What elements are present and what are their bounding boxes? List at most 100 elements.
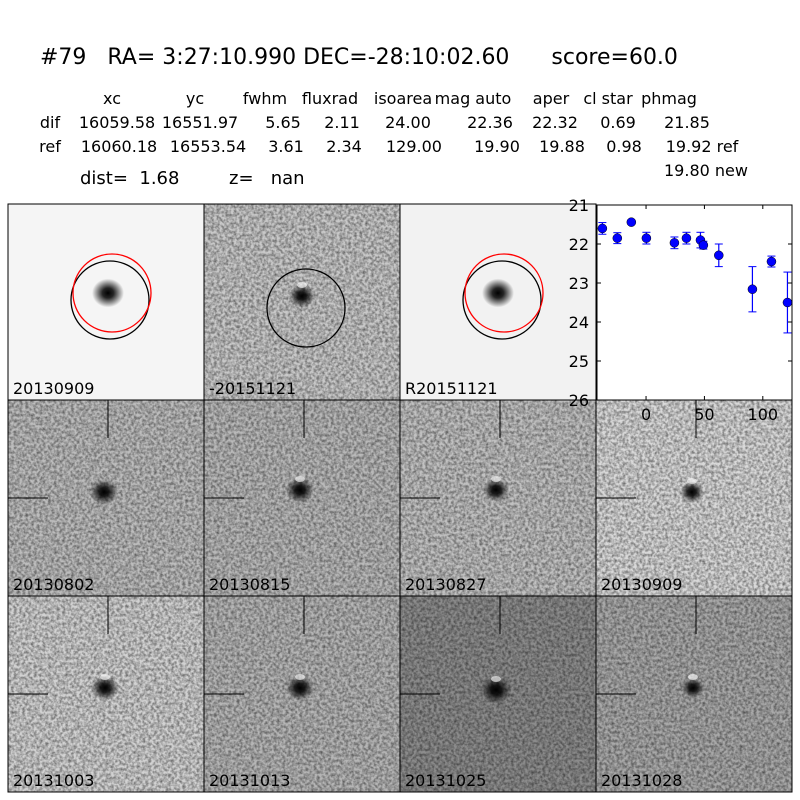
image-stamp: 20130909 [595,399,793,597]
table-cell: 0.98 [606,137,642,156]
z-value: z= nan [229,168,305,189]
candidate-title: #79 RA= 3:27:10.990 DEC=-28:10:02.60 sco… [40,45,678,70]
column-header: isoarea [374,89,432,108]
x-tick-label: 50 [694,405,714,424]
column-header: aper [533,89,570,108]
measurements-table: xc yc fwhm fluxrad isoarea mag auto aper cl sta… [39,89,739,156]
y-tick-label: 25 [569,352,589,371]
image-stamp: 20130827 [399,399,597,597]
image-stamp: 20130815 [203,399,401,597]
stamp-frame [595,595,793,793]
image-stamp: 20131003 [7,595,205,793]
column-header: mag auto [435,89,512,108]
table-cell: 0.69 [600,113,636,132]
source-blob [680,481,704,503]
y-tick-label: 23 [569,274,589,293]
light-curve-plot: 21 22 23 24 25 26 0 50 100 [569,196,793,424]
black-aperture-circle [70,260,150,340]
table-cell: 22.32 [532,113,578,132]
row-label: dif [40,113,61,132]
table-cell: 129.00 [386,137,442,156]
black-aperture-circle [462,260,542,340]
stamp-date-label: 20130827 [405,575,486,594]
stamp-date-label: 20131025 [405,771,486,790]
table-cell: 21.85 [664,113,710,132]
residual-highlight [688,674,698,680]
column-header: phmag [641,89,697,108]
stamp-date-label: -20151121 [209,379,296,398]
residual-highlight [491,476,501,482]
data-point [641,233,652,243]
table-cell: 19.92 ref [666,137,739,156]
x-tick-label: 100 [748,405,779,424]
column-header: xc [103,89,121,108]
stamp-date-label: 20130909 [13,379,94,398]
data-point [669,238,680,248]
column-header: fluxrad [302,89,358,108]
table-cell: 3.61 [268,137,304,156]
residual-highlight [297,282,307,288]
data-point [681,233,692,243]
column-header: cl star [583,89,633,108]
source-blob [289,284,315,308]
source-blob [91,675,119,701]
table-cell: 24.00 [385,113,431,132]
stamp-date-label: 20131003 [13,771,94,790]
image-stamp: 20131013 [203,595,401,793]
residual-highlight [100,674,110,680]
image-stamps: 20130909 -20151121 R20151121 20130802 201308… [7,203,793,793]
y-tick-label: 26 [569,391,589,410]
table-cell: 2.11 [324,113,360,132]
image-stamp: -20151121 [203,203,401,401]
table-cell: 2.34 [326,137,362,156]
residual-highlight [687,478,697,484]
data-point [698,240,709,250]
table-cell: 16553.54 [170,137,246,156]
residual-highlight [295,476,305,482]
table-cell: 16060.18 [81,137,157,156]
y-tick-label: 21 [569,196,589,215]
image-stamp: 20130802 [7,399,205,597]
data-point [782,297,792,308]
dist-value: dist= 1.68 [80,168,179,189]
image-stamp: R20151121 [399,203,597,401]
source-blob [286,477,314,503]
source-blob [90,479,118,505]
red-aperture-circle [72,253,152,333]
table-cell: 16059.58 [79,113,155,132]
data-point [714,250,724,261]
column-header: yc [186,89,204,108]
red-aperture-circle [464,253,544,333]
source-blob [92,278,124,308]
black-aperture-circle [266,268,346,348]
row-label: ref [39,137,61,156]
data-point [597,223,608,234]
y-tick-label: 24 [569,313,589,332]
source-blob [682,678,704,698]
table-cell: 22.36 [467,113,513,132]
residual-highlight [491,676,501,682]
image-stamp: 20131025 [399,595,597,793]
plot-area [597,205,792,400]
data-point [766,256,777,267]
source-blob [286,675,314,701]
stamp-date-label: 20130802 [13,575,94,594]
y-tick-label: 22 [569,235,589,254]
table-cell: 5.65 [265,113,301,132]
source-blob [481,676,511,704]
stamp-date-label: 20130909 [601,575,682,594]
table-cell: 19.90 [474,137,520,156]
phmag-new: 19.80 new [664,161,748,180]
stamp-date-label: 20131013 [209,771,290,790]
table-cell: 19.88 [539,137,585,156]
column-header: fwhm [243,89,287,108]
image-stamp: 20131028 [595,595,793,793]
stamp-date-label: 20131028 [601,771,682,790]
stamp-date-label: R20151121 [405,379,498,398]
residual-highlight [295,674,305,680]
data-point [626,217,637,227]
table-cell: 16551.97 [162,113,238,132]
data-points [597,217,792,334]
stamp-date-label: 20130815 [209,575,290,594]
